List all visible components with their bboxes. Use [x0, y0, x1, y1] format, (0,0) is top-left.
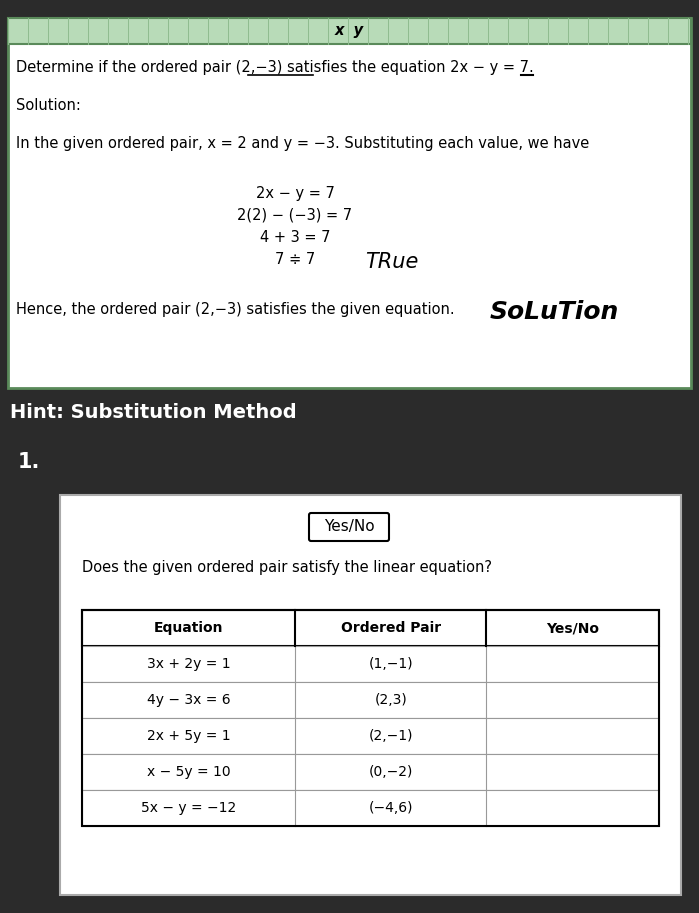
Text: SoLuTion: SoLuTion [490, 300, 619, 324]
Text: (0,−2): (0,−2) [368, 765, 413, 779]
Bar [82, 610, 659, 826]
Text: Solution:: Solution: [16, 98, 81, 113]
Bar [8, 18, 691, 44]
Text: In the given ordered pair, x = 2 and y = −3. Substituting each value, we have: In the given ordered pair, x = 2 and y =… [16, 136, 589, 151]
Text: Hint: Substitution Method: Hint: Substitution Method [10, 403, 296, 422]
Text: 2x − y = 7: 2x − y = 7 [256, 186, 334, 201]
Text: (2,−1): (2,−1) [368, 729, 413, 743]
Text: (−4,6): (−4,6) [368, 801, 413, 815]
Text: x  y: x y [334, 24, 363, 38]
Bar [60, 495, 681, 895]
Bar [82, 646, 659, 682]
Bar [82, 718, 659, 754]
Text: 5x − y = −12: 5x − y = −12 [141, 801, 236, 815]
Text: Determine if the ordered pair (2,−3) satisfies the equation 2x − y = 7.: Determine if the ordered pair (2,−3) sat… [16, 60, 534, 75]
Text: Hence, the ordered pair (2,−3) satisfies the given equation.: Hence, the ordered pair (2,−3) satisfies… [16, 302, 454, 317]
Text: 4 + 3 = 7: 4 + 3 = 7 [260, 230, 330, 245]
Text: Yes/No: Yes/No [546, 621, 599, 635]
Text: (2,3): (2,3) [375, 693, 407, 707]
Bar [82, 790, 659, 826]
Text: 4y − 3x = 6: 4y − 3x = 6 [147, 693, 231, 707]
Bar [82, 682, 659, 718]
Text: 2x + 5y = 1: 2x + 5y = 1 [147, 729, 231, 743]
Text: Does the given ordered pair satisfy the linear equation?: Does the given ordered pair satisfy the … [82, 560, 492, 575]
Text: Ordered Pair: Ordered Pair [340, 621, 441, 635]
Text: (1,−1): (1,−1) [368, 657, 413, 671]
Bar [82, 754, 659, 790]
Text: 1.: 1. [18, 452, 41, 472]
Text: 2(2) − (−3) = 7: 2(2) − (−3) = 7 [238, 208, 352, 223]
Text: Yes/No: Yes/No [324, 519, 374, 534]
Text: TRue: TRue [365, 252, 419, 272]
FancyBboxPatch shape [309, 513, 389, 541]
Text: x − 5y = 10: x − 5y = 10 [147, 765, 231, 779]
Bar [82, 610, 659, 646]
Text: 3x + 2y = 1: 3x + 2y = 1 [147, 657, 231, 671]
Text: Equation: Equation [154, 621, 224, 635]
Bar [8, 18, 691, 388]
Text: 7 ≑ 7: 7 ≑ 7 [275, 252, 315, 267]
